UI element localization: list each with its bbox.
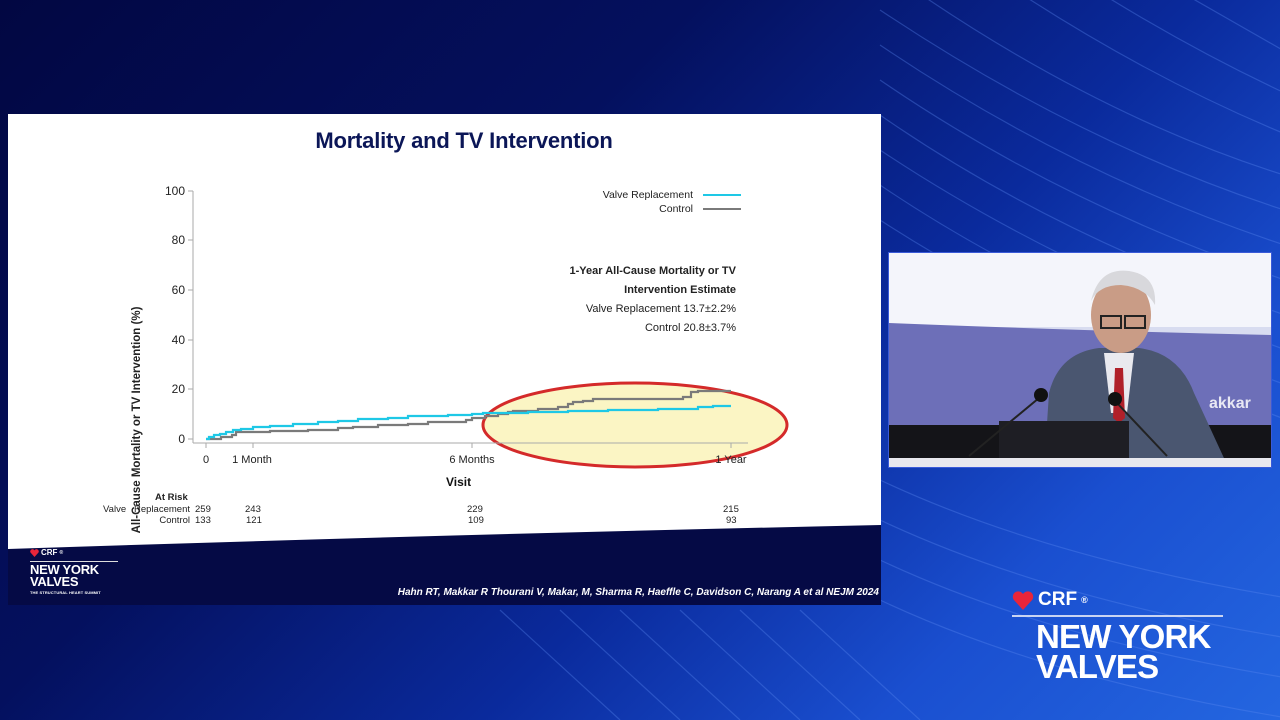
km-chart	[188, 190, 789, 469]
slide-logo-name: NEW YORK VALVES	[30, 561, 118, 588]
at-risk-control-0: 133	[195, 515, 211, 526]
legend-item-valve-replacement: Valve Replacement	[603, 188, 741, 202]
slide-logo: CRF ® NEW YORK VALVES THE STRUCTURAL HEAR…	[30, 548, 118, 595]
x-tick-1-year: 1 Year	[715, 454, 747, 466]
legend-label: Control	[659, 203, 693, 215]
estimate-box: 1-Year All-Cause Mortality or TV Interve…	[570, 262, 736, 338]
estimate-heading-1: 1-Year All-Cause Mortality or TV	[569, 265, 736, 277]
at-risk-valve-1y: 215	[723, 504, 739, 515]
y-tick-60: 60	[171, 283, 185, 297]
y-tick-20: 20	[171, 382, 185, 396]
chart-legend: Valve Replacement Control	[603, 188, 741, 216]
brand-title: NEW YORK VALVES	[1036, 618, 1211, 685]
svg-text:akkar: akkar	[1209, 395, 1251, 412]
at-risk-control-6m: 109	[468, 515, 484, 526]
presentation-slide: Mortality and TV Intervention All-Cause …	[8, 114, 881, 605]
speaker-video-frame: akkar	[889, 253, 1271, 467]
x-axis-title: Visit	[446, 475, 472, 489]
slide-logo-crf: CRF ®	[30, 548, 118, 557]
series-valve-replacement	[206, 404, 731, 441]
slide-footer-band	[8, 525, 881, 605]
x-tick-1-month: 1 Month	[232, 454, 272, 466]
estimate-control: Control 20.8±3.7%	[644, 322, 736, 334]
y-tick-100: 100	[164, 184, 185, 198]
at-risk-valve-1m: 243	[245, 504, 261, 515]
speaker-video: akkar	[888, 252, 1272, 468]
legend-swatch-cyan	[703, 193, 741, 197]
slide-title: Mortality and TV Intervention	[315, 128, 613, 153]
estimate-heading-2: Intervention Estimate	[624, 284, 736, 296]
y-tick-40: 40	[171, 333, 185, 347]
brand-divider	[1012, 615, 1223, 617]
at-risk-control-1y: 93	[726, 515, 737, 526]
y-tick-80: 80	[171, 233, 185, 247]
y-tick-0: 0	[178, 432, 185, 446]
heart-icon	[30, 548, 39, 557]
highlight-ellipse	[481, 381, 789, 469]
legend-swatch-gray	[703, 207, 741, 211]
slide-logo-tagline: THE STRUCTURAL HEART SUMMIT	[30, 590, 101, 595]
at-risk-valve-6m: 229	[467, 504, 483, 515]
brand-logo: CRF ® NEW YORK VALVES	[1012, 589, 1223, 685]
legend-item-control: Control	[603, 202, 741, 216]
at-risk-label-control: Control	[159, 515, 190, 526]
legend-label: Valve Replacement	[602, 189, 693, 201]
heart-icon	[1012, 590, 1034, 610]
at-risk-control-1m: 121	[246, 515, 262, 526]
estimate-valve: Valve Replacement 13.7±2.2%	[585, 303, 736, 315]
at-risk-title: At Risk	[155, 492, 188, 503]
x-tick-0: 0	[202, 454, 210, 466]
at-risk-label-valve: Valve Replacement	[103, 504, 190, 515]
series-control	[206, 389, 731, 441]
at-risk-valve-0: 259	[195, 504, 211, 515]
citation: Hahn RT, Makkar R Thourani V, Makar, M, …	[397, 587, 879, 598]
brand-crf: CRF ®	[1012, 589, 1223, 611]
x-tick-6-months: 6 Months	[449, 454, 495, 466]
